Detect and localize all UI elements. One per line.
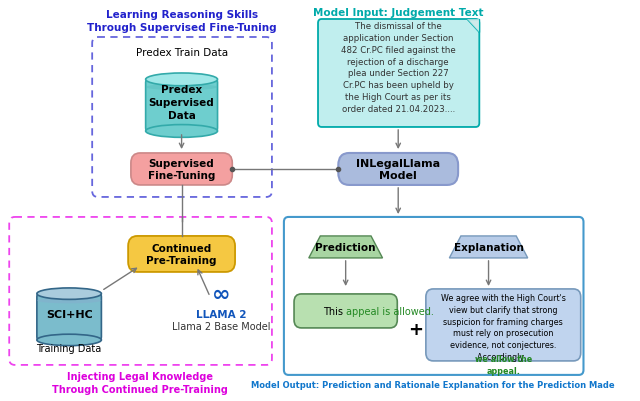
Ellipse shape bbox=[146, 125, 218, 138]
FancyBboxPatch shape bbox=[339, 154, 458, 186]
FancyBboxPatch shape bbox=[128, 236, 235, 272]
Text: Training Data: Training Data bbox=[36, 343, 102, 353]
Text: Injecting Legal Knowledge
Through Continued Pre-Training: Injecting Legal Knowledge Through Contin… bbox=[52, 371, 228, 394]
Text: The dismissal of the
application under Section
482 Cr.PC filed against the
rejec: The dismissal of the application under S… bbox=[341, 22, 456, 113]
Text: Explanation: Explanation bbox=[454, 242, 524, 252]
Ellipse shape bbox=[146, 74, 218, 87]
Text: INLegalLlama
Model: INLegalLlama Model bbox=[356, 158, 440, 181]
Text: Prediction: Prediction bbox=[316, 242, 376, 252]
Text: SCI+HC: SCI+HC bbox=[45, 309, 93, 319]
Polygon shape bbox=[467, 20, 479, 33]
Text: +: + bbox=[408, 320, 423, 338]
Ellipse shape bbox=[37, 298, 101, 304]
Ellipse shape bbox=[37, 334, 101, 346]
FancyBboxPatch shape bbox=[318, 20, 479, 128]
Text: This: This bbox=[323, 306, 346, 316]
Text: Continued
Pre-Training: Continued Pre-Training bbox=[147, 243, 217, 265]
Text: Predex
Supervised
Data: Predex Supervised Data bbox=[148, 85, 214, 120]
Polygon shape bbox=[308, 236, 383, 258]
Text: Learning Reasoning Skills
Through Supervised Fine-Tuning: Learning Reasoning Skills Through Superv… bbox=[87, 10, 276, 33]
FancyBboxPatch shape bbox=[146, 80, 218, 132]
Ellipse shape bbox=[37, 288, 101, 300]
Text: Model Input: Judgement Text: Model Input: Judgement Text bbox=[313, 8, 483, 18]
Text: We agree with the High Court's
view but clarify that strong
suspicion for framin: We agree with the High Court's view but … bbox=[441, 293, 566, 361]
Polygon shape bbox=[467, 20, 479, 33]
Ellipse shape bbox=[146, 85, 218, 91]
FancyBboxPatch shape bbox=[131, 154, 232, 186]
Text: appeal is allowed.: appeal is allowed. bbox=[346, 306, 433, 316]
Text: Model Output: Prediction and Rationale Explanation for the Prediction Made: Model Output: Prediction and Rationale E… bbox=[252, 380, 615, 389]
FancyBboxPatch shape bbox=[284, 217, 584, 375]
FancyBboxPatch shape bbox=[294, 294, 397, 328]
Text: we allow the
appeal.: we allow the appeal. bbox=[475, 354, 532, 375]
Text: ∞: ∞ bbox=[212, 284, 230, 304]
Text: Supervised
Fine-Tuning: Supervised Fine-Tuning bbox=[148, 158, 215, 181]
FancyBboxPatch shape bbox=[37, 294, 101, 340]
Polygon shape bbox=[449, 236, 528, 258]
Text: Predex Train Data: Predex Train Data bbox=[136, 48, 228, 58]
Text: Llama 2 Base Model: Llama 2 Base Model bbox=[172, 321, 271, 331]
Text: LLAMA 2: LLAMA 2 bbox=[196, 309, 246, 319]
FancyBboxPatch shape bbox=[426, 289, 580, 361]
